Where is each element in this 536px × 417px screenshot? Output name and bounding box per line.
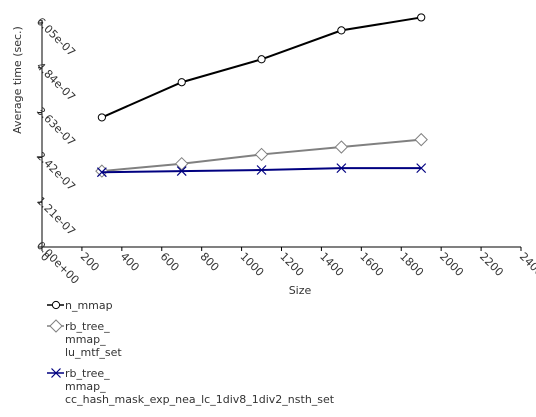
legend-label: rb_tree_ bbox=[65, 367, 110, 380]
data-point bbox=[417, 13, 426, 22]
y-tick-label: 2.42e-07 bbox=[34, 149, 78, 193]
series-line bbox=[101, 16, 422, 119]
legend-item-0: n_mmap bbox=[47, 299, 113, 312]
x-marker-stroke bbox=[51, 368, 61, 378]
data-point bbox=[176, 166, 187, 177]
data-point bbox=[177, 78, 186, 87]
series-1 bbox=[95, 132, 428, 178]
data-point bbox=[416, 163, 427, 174]
data-point bbox=[256, 165, 267, 175]
series-2 bbox=[96, 163, 427, 178]
data-point bbox=[334, 140, 349, 154]
data-point bbox=[336, 163, 347, 174]
x-marker-stroke bbox=[96, 167, 107, 178]
y-axis-title: Average time (sec.) bbox=[11, 26, 24, 134]
x-tick-label: 1800 bbox=[397, 250, 426, 279]
x-tick-label: 800 bbox=[198, 250, 222, 274]
y-tick-label: 3.63e-07 bbox=[34, 105, 78, 149]
data-point bbox=[96, 167, 107, 178]
y-tick-label: 0.00e+00 bbox=[34, 239, 82, 287]
x-tick-label: 2400 bbox=[517, 250, 536, 279]
x-tick-label: 1200 bbox=[277, 250, 306, 279]
legend-marker bbox=[49, 319, 63, 333]
axes bbox=[41, 20, 521, 248]
data-point bbox=[254, 147, 269, 162]
y-tick-label: 6.05e-07 bbox=[34, 15, 78, 59]
legend-item-2: rb_tree_mmap_cc_hash_mask_exp_nea_lc_1di… bbox=[47, 367, 335, 406]
x-tick-label: 1400 bbox=[317, 250, 346, 279]
x-ticks: 0 200 400 600 800 1000 1200 1400 1600 1800 2000 220… bbox=[38, 247, 536, 279]
x-tick-label: 2200 bbox=[477, 250, 506, 279]
series-0 bbox=[97, 13, 426, 122]
data-point bbox=[257, 55, 266, 64]
legend-label: mmap_ bbox=[65, 380, 106, 393]
data-point bbox=[95, 164, 109, 178]
x-tick-label: 1600 bbox=[357, 250, 386, 279]
data-point bbox=[175, 156, 189, 171]
legend-label: n_mmap bbox=[65, 299, 113, 312]
y-tick-label: 1.21e-07 bbox=[34, 194, 78, 238]
legend-label: cc_hash_mask_exp_nea_lc_1div8_1div2_nsth… bbox=[65, 393, 335, 406]
data-point bbox=[97, 113, 106, 122]
x-tick-label: 400 bbox=[118, 250, 142, 274]
legend-item-1: rb_tree_mmap_lu_mtf_set bbox=[47, 319, 122, 359]
legend-label: lu_mtf_set bbox=[65, 346, 122, 359]
legend-marker bbox=[51, 368, 61, 378]
x-marker-stroke bbox=[256, 165, 267, 175]
data-point bbox=[414, 132, 428, 147]
data-point bbox=[337, 26, 346, 35]
legend: n_mmaprb_tree_mmap_lu_mtf_setrb_tree_mma… bbox=[47, 299, 335, 406]
x-marker-stroke bbox=[416, 163, 427, 174]
legend-marker bbox=[51, 300, 61, 310]
series-layer bbox=[95, 13, 428, 178]
x-marker-stroke bbox=[176, 166, 187, 177]
x-tick-label: 600 bbox=[158, 250, 182, 274]
y-ticks: 0.00e+001.21e-072.42e-073.63e-074.84e-07… bbox=[34, 15, 82, 287]
x-marker-stroke bbox=[336, 163, 347, 174]
x-tick-label: 200 bbox=[78, 250, 102, 274]
x-tick-label: 1000 bbox=[237, 250, 266, 279]
x-tick-label: 2000 bbox=[437, 250, 466, 279]
y-tick-label: 4.84e-07 bbox=[34, 60, 78, 104]
legend-label: rb_tree_ bbox=[65, 320, 110, 333]
x-axis-title: Size bbox=[289, 284, 312, 297]
legend-label: mmap_ bbox=[65, 333, 106, 346]
